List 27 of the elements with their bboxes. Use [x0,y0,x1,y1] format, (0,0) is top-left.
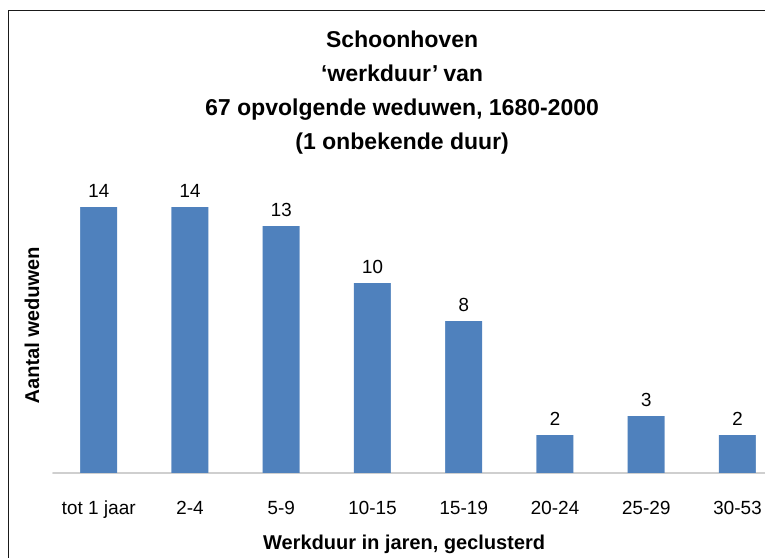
x-tick-label: 15-19 [439,498,488,519]
bar [445,321,482,473]
data-label: 2 [732,409,743,430]
bar [354,283,391,473]
x-tick-label: 30-53 [713,498,762,519]
data-label: 13 [270,200,292,221]
bar [262,226,300,473]
x-tick-label: 2-4 [176,498,204,519]
data-label: 14 [88,181,110,202]
x-tick-label: tot 1 jaar [62,498,136,519]
x-tick-label: 5-9 [267,498,295,519]
x-axis-title: Werkduur in jaren, geclusterd [263,532,545,554]
x-tick-label: 10-15 [348,498,397,519]
x-tick-label: 25-29 [622,498,670,519]
data-label: 2 [550,409,560,430]
chart-title: Schoonhoven ‘werkduur’ van 67 opvolgende weduwen, 1680-2000 (1 onbekende duur) [205,26,599,154]
bar [718,435,756,473]
bar [80,207,118,473]
data-label: 8 [458,295,469,316]
x-tick-label: 20-24 [530,498,580,519]
data-label: 10 [362,257,383,278]
bar [171,207,208,473]
data-label: 14 [179,181,201,202]
data-label: 3 [640,390,652,411]
y-axis-title: Aantal weduwen [22,246,44,404]
bar [536,435,574,473]
bar [628,416,665,473]
